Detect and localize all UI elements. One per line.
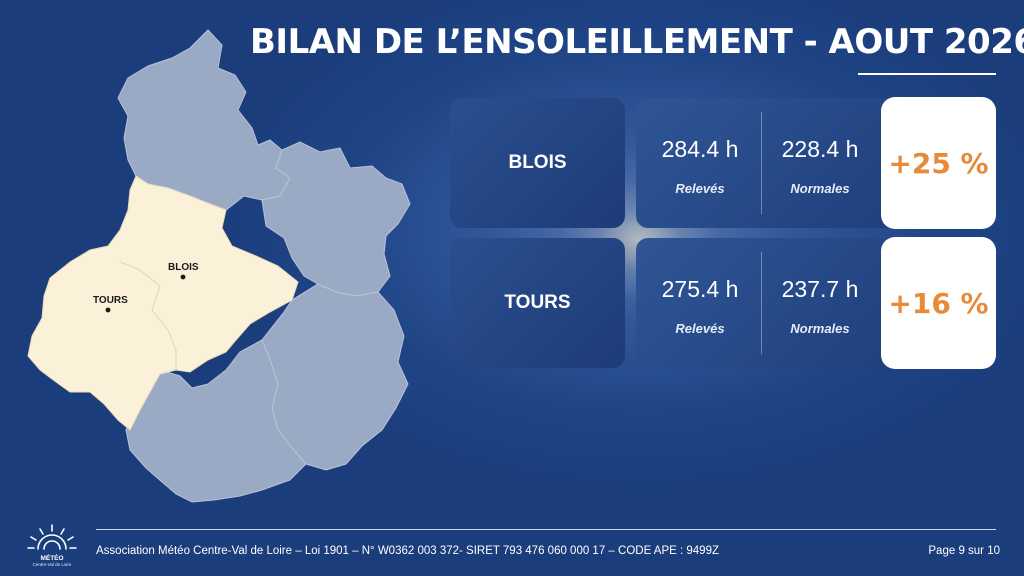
page-title: BILAN DE L’ENSOLEILLEMENT - AOUT 2026 xyxy=(250,22,1024,62)
footer-legal-text: Association Météo Centre-Val de Loire – … xyxy=(96,545,719,557)
delta-value: +25 % xyxy=(888,146,989,180)
normales-value: 237.7 h xyxy=(781,276,859,302)
releves-value: 284.4 h xyxy=(661,136,739,162)
title-underline xyxy=(858,73,996,75)
city-box-tours: TOURS xyxy=(450,238,625,368)
dept-internal-border xyxy=(119,261,177,370)
page-number: Page 9 sur 10 xyxy=(928,545,1000,557)
releves-label: Relevés xyxy=(675,181,725,196)
city-name: TOURS xyxy=(504,292,571,313)
releves-label: Relevés xyxy=(675,321,725,336)
dept-south xyxy=(125,339,307,503)
city-label-tours: TOURS xyxy=(93,295,128,306)
delta-value: +16 % xyxy=(888,286,989,320)
dept-north xyxy=(117,29,291,211)
region-map: BLOIS TOURS xyxy=(27,29,411,503)
releves-value: 275.4 h xyxy=(661,276,739,302)
city-dot-blois xyxy=(180,274,186,280)
dept-highlight xyxy=(27,175,299,431)
values-divider xyxy=(761,112,762,214)
sun-logo-icon xyxy=(27,524,77,550)
logo-title: MÉTÉO xyxy=(40,555,64,562)
delta-badge-tours: +16 % xyxy=(881,237,996,369)
city-label-blois: BLOIS xyxy=(168,262,199,273)
city-name: BLOIS xyxy=(508,152,567,173)
normales-label: Normales xyxy=(790,321,850,336)
normales-label: Normales xyxy=(790,181,850,196)
logo-subtitle: Centre-Val de Loire xyxy=(32,562,72,567)
city-box-blois: BLOIS xyxy=(450,98,625,228)
normales-value: 228.4 h xyxy=(781,136,859,162)
delta-badge-blois: +25 % xyxy=(881,97,996,229)
city-dot-tours xyxy=(105,307,111,313)
footer-divider xyxy=(96,529,996,530)
dept-east xyxy=(261,141,411,297)
values-divider xyxy=(761,252,762,354)
